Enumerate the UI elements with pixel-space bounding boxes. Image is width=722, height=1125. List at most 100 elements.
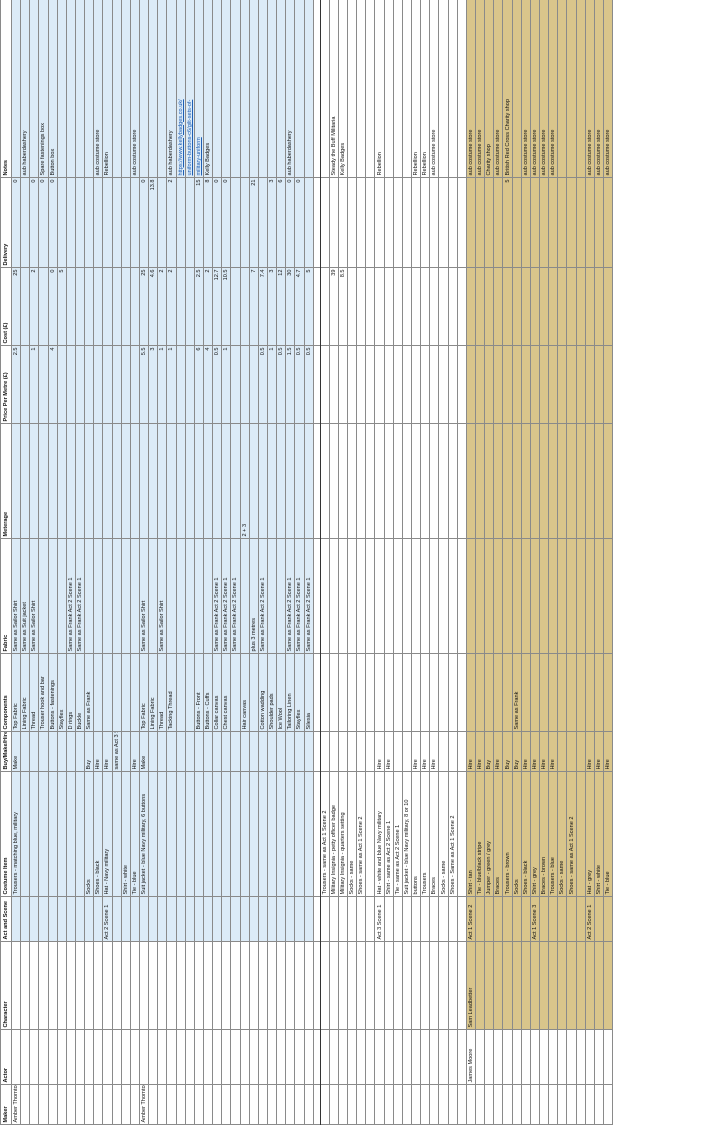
cell-delivery[interactable] <box>230 177 241 268</box>
cell-actor[interactable] <box>347 1029 357 1085</box>
cell-act-scene[interactable] <box>276 896 286 942</box>
cell-cost[interactable] <box>313 267 321 346</box>
cell-meterage[interactable] <box>203 423 213 539</box>
cell-fabric[interactable]: Same as Frank Act 2 Scene 1 <box>230 538 241 654</box>
cell-delivery[interactable] <box>130 177 140 268</box>
cell-components[interactable] <box>121 653 131 732</box>
cell-actor[interactable] <box>240 1029 250 1085</box>
cell-actor[interactable] <box>139 1029 149 1085</box>
cell-costume-item[interactable]: Hat - white and blue Navy military <box>374 771 385 897</box>
cell-notes[interactable] <box>221 0 231 178</box>
cell-fabric[interactable] <box>539 538 549 654</box>
cell-act-scene[interactable]: Act 1 Scene 2 <box>466 896 476 942</box>
cell-character[interactable] <box>267 941 277 1030</box>
cell-act-scene[interactable] <box>484 896 494 942</box>
cell-meterage[interactable] <box>212 423 222 539</box>
cell-actor[interactable] <box>429 1029 439 1085</box>
cell-actor[interactable] <box>585 1029 595 1085</box>
cell-delivery[interactable]: 0 <box>221 177 231 268</box>
cell-delivery[interactable]: 8 <box>203 177 213 268</box>
cell-notes[interactable] <box>57 0 67 178</box>
cell-delivery[interactable]: 0 <box>38 177 49 268</box>
cell-actor[interactable] <box>393 1029 403 1085</box>
cell-components[interactable]: Buttons - fastenings <box>48 653 58 732</box>
cell-actor[interactable] <box>157 1029 167 1085</box>
cell-costume-item[interactable]: Military Insignia - quarters setting <box>338 771 348 897</box>
cell-delivery[interactable]: 0 <box>48 177 58 268</box>
cell-components[interactable]: Silesia <box>304 653 314 732</box>
cell-act-scene[interactable] <box>166 896 177 942</box>
cell-delivery[interactable] <box>576 177 586 268</box>
cell-actor[interactable] <box>374 1029 385 1085</box>
cell-costume-item[interactable] <box>66 771 76 897</box>
cell-price-per-metre[interactable] <box>38 345 49 424</box>
cell-price-per-metre[interactable] <box>484 345 494 424</box>
cell-components[interactable]: Thread <box>157 653 167 732</box>
cell-character[interactable] <box>258 941 268 1030</box>
cell-price-per-metre[interactable] <box>374 345 385 424</box>
cell-character[interactable] <box>249 941 259 1030</box>
cell-components[interactable] <box>393 653 403 732</box>
cell-costume-item[interactable]: Shoes - Same as Act 1 Scene 2 <box>448 771 458 897</box>
cell-cost[interactable]: 8.5 <box>338 267 348 346</box>
cell-meterage[interactable] <box>365 423 375 539</box>
header-character[interactable]: Character <box>0 941 12 1030</box>
cell-actor[interactable] <box>438 1029 449 1085</box>
cell-price-per-metre[interactable]: 1 <box>166 345 177 424</box>
cell-notes[interactable] <box>566 0 577 178</box>
cell-components[interactable] <box>356 653 366 732</box>
cell-cost[interactable]: 10.5 <box>221 267 231 346</box>
cell-act-scene[interactable] <box>539 896 549 942</box>
cell-meterage[interactable] <box>466 423 476 539</box>
cell-components[interactable]: Shoulder pads <box>267 653 277 732</box>
cell-maker[interactable] <box>438 1084 449 1125</box>
cell-actor[interactable] <box>502 1029 513 1085</box>
cell-character[interactable] <box>484 941 494 1030</box>
cell-costume-item[interactable] <box>20 771 30 897</box>
cell-buy-make-hire[interactable]: same as Act 3 Scene 1 <box>112 731 122 772</box>
cell-price-per-metre[interactable] <box>466 345 476 424</box>
cell-character[interactable] <box>230 941 241 1030</box>
cell-delivery[interactable]: 0 <box>11 177 21 268</box>
cell-price-per-metre[interactable] <box>84 345 94 424</box>
cell-costume-item[interactable] <box>365 771 375 897</box>
cell-cost[interactable]: 12 <box>276 267 286 346</box>
cell-character[interactable] <box>603 941 613 1030</box>
cell-act-scene[interactable] <box>347 896 357 942</box>
cell-notes[interactable] <box>313 0 321 178</box>
cell-delivery[interactable] <box>313 177 321 268</box>
cell-actor[interactable] <box>38 1029 49 1085</box>
cell-fabric[interactable]: Same as Frank Act 2 Scene 1 <box>221 538 231 654</box>
cell-actor[interactable] <box>285 1029 295 1085</box>
cell-maker[interactable] <box>329 1084 339 1125</box>
cell-delivery[interactable] <box>603 177 613 268</box>
cell-notes[interactable]: Steady the Buff Militaria <box>329 0 339 178</box>
cell-fabric[interactable] <box>411 538 421 654</box>
cell-meterage[interactable] <box>502 423 513 539</box>
cell-fabric[interactable] <box>512 538 522 654</box>
cell-buy-make-hire[interactable]: Hire <box>411 731 421 772</box>
cell-meterage[interactable] <box>29 423 39 539</box>
cell-act-scene[interactable] <box>267 896 277 942</box>
cell-costume-item[interactable] <box>304 771 314 897</box>
cell-delivery[interactable]: 15 <box>194 177 204 268</box>
cell-notes[interactable] <box>249 0 259 178</box>
cell-costume-item[interactable]: buttons <box>411 771 421 897</box>
cell-actor[interactable] <box>448 1029 458 1085</box>
cell-price-per-metre[interactable] <box>121 345 131 424</box>
cell-meterage[interactable] <box>194 423 204 539</box>
cell-costume-item[interactable]: Tie - blue <box>130 771 140 897</box>
cell-components[interactable]: Cotton wadding <box>258 653 268 732</box>
cell-meterage[interactable] <box>112 423 122 539</box>
cell-buy-make-hire[interactable] <box>338 731 348 772</box>
cell-components[interactable] <box>438 653 449 732</box>
cell-buy-make-hire[interactable] <box>438 731 449 772</box>
cell-buy-make-hire[interactable]: Hire <box>130 731 140 772</box>
cell-character[interactable] <box>493 941 503 1030</box>
cell-buy-make-hire[interactable] <box>176 731 186 772</box>
cell-character[interactable] <box>539 941 549 1030</box>
cell-price-per-metre[interactable] <box>93 345 103 424</box>
cell-cost[interactable] <box>429 267 439 346</box>
cell-fabric[interactable] <box>384 538 394 654</box>
cell-act-scene[interactable] <box>304 896 314 942</box>
